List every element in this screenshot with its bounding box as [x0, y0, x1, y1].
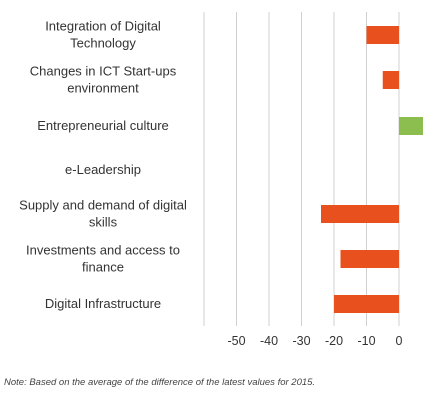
category-label: Integration of Digital Technology — [45, 19, 161, 51]
bar — [340, 250, 399, 268]
category-label: Changes in ICT Start-ups environment — [30, 64, 177, 96]
x-axis-ticks: -50-40-30-20-1001020304050 — [227, 334, 403, 348]
bar — [321, 205, 399, 223]
category-label: e-Leadership — [65, 162, 141, 177]
bar — [334, 295, 399, 313]
category-label: Investments and access to finance — [26, 243, 180, 275]
bar — [399, 117, 423, 135]
category-labels: Integration of Digital Technology Changes … — [19, 19, 187, 312]
tick-label: -30 — [292, 334, 310, 348]
chart-note: Note: Based on the average of the differ… — [4, 377, 316, 388]
tick-label: 0 — [396, 334, 403, 348]
bar — [366, 26, 399, 44]
tick-label: -50 — [227, 334, 245, 348]
tick-label: -40 — [260, 334, 278, 348]
tick-label: -10 — [357, 334, 375, 348]
grid — [203, 12, 400, 326]
category-label: Digital Infrastructure — [45, 296, 161, 311]
category-label: Entrepreneurial culture — [37, 118, 169, 133]
bars — [321, 26, 423, 313]
bar — [382, 71, 399, 89]
category-label: Supply and demand of digital skills — [19, 198, 187, 230]
tick-label: -20 — [325, 334, 343, 348]
